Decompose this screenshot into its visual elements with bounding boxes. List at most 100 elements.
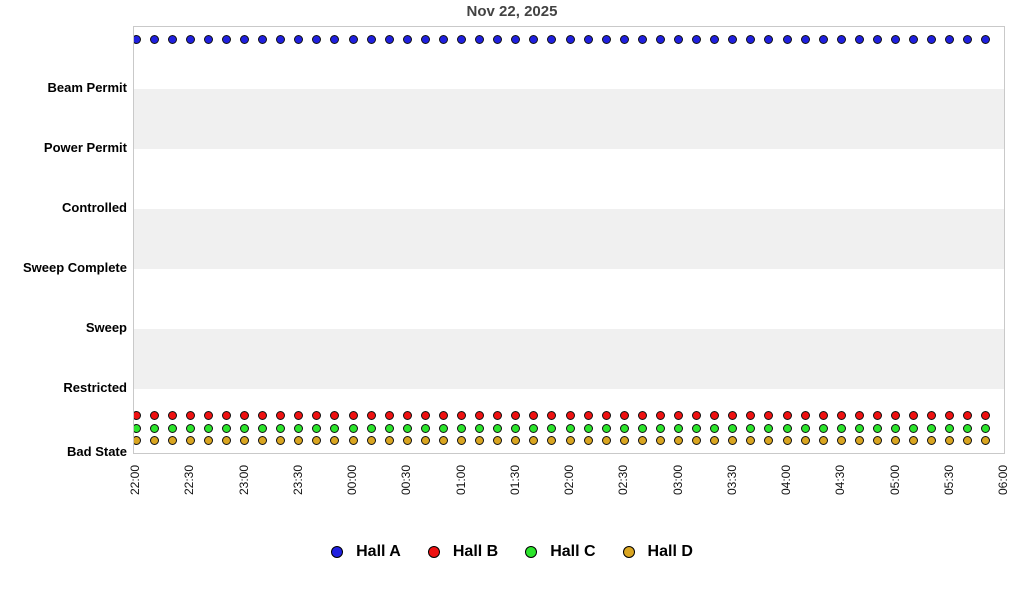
data-point-hall-c bbox=[800, 423, 810, 433]
data-point-hall-c bbox=[221, 423, 231, 433]
data-point-hall-b bbox=[818, 411, 828, 420]
data-point-hall-d bbox=[312, 436, 322, 445]
data-point-hall-c bbox=[457, 423, 466, 433]
data-point-hall-a bbox=[800, 34, 810, 44]
data-point-hall-d bbox=[203, 436, 213, 445]
data-point-hall-c bbox=[963, 423, 973, 433]
data-point-hall-b bbox=[312, 411, 322, 420]
y-axis-label: Controlled bbox=[62, 200, 127, 215]
data-point-hall-d bbox=[674, 436, 683, 445]
data-point-hall-c bbox=[981, 423, 991, 433]
data-point-hall-c bbox=[746, 423, 756, 433]
data-point-hall-a bbox=[619, 34, 629, 44]
x-axis-label: 05:30 bbox=[941, 464, 956, 496]
data-point-hall-a bbox=[420, 34, 430, 44]
data-point-hall-c bbox=[203, 423, 213, 433]
y-axis-label: Beam Permit bbox=[47, 80, 127, 95]
data-point-hall-d bbox=[836, 436, 846, 445]
x-axis-label: 04:30 bbox=[833, 464, 848, 496]
data-point-hall-a bbox=[529, 34, 539, 44]
data-point-hall-a bbox=[167, 34, 177, 44]
legend-item-hall-c: Hall C bbox=[525, 543, 596, 561]
data-point-hall-c bbox=[276, 423, 286, 433]
data-point-hall-a bbox=[836, 34, 846, 44]
data-point-hall-c bbox=[619, 423, 629, 433]
data-point-hall-b bbox=[746, 411, 756, 420]
data-point-hall-a bbox=[782, 34, 792, 44]
data-point-hall-d bbox=[583, 436, 593, 445]
data-point-hall-c bbox=[782, 423, 792, 433]
data-point-hall-d bbox=[800, 436, 810, 445]
data-point-hall-a bbox=[221, 34, 231, 44]
data-point-hall-d bbox=[384, 436, 394, 445]
data-point-hall-b bbox=[149, 411, 159, 420]
data-point-hall-d bbox=[511, 436, 521, 445]
data-point-hall-c bbox=[655, 423, 665, 433]
data-point-hall-b bbox=[692, 411, 702, 420]
data-point-hall-b bbox=[366, 411, 376, 420]
legend: Hall A Hall B Hall C Hall D bbox=[0, 543, 1024, 561]
data-point-hall-c bbox=[294, 423, 304, 433]
x-axis-label: 00:30 bbox=[399, 464, 414, 496]
data-point-hall-c bbox=[927, 423, 937, 433]
data-point-hall-a bbox=[764, 34, 774, 44]
data-point-hall-a bbox=[366, 34, 376, 44]
data-point-hall-d bbox=[746, 436, 756, 445]
data-point-hall-c bbox=[583, 423, 593, 433]
chart-title: Nov 22, 2025 bbox=[466, 3, 558, 20]
data-point-hall-a bbox=[565, 34, 575, 44]
plot-band bbox=[134, 89, 1004, 149]
data-point-hall-a bbox=[981, 34, 991, 44]
legend-marker-icon bbox=[427, 546, 440, 558]
data-point-hall-a bbox=[185, 34, 195, 44]
data-point-hall-c bbox=[149, 423, 159, 433]
data-point-hall-b bbox=[836, 411, 846, 420]
data-point-hall-d bbox=[185, 436, 195, 445]
data-point-hall-c bbox=[511, 423, 521, 433]
data-point-hall-b bbox=[221, 411, 231, 420]
data-point-hall-d bbox=[637, 436, 647, 445]
data-point-hall-c bbox=[330, 423, 340, 433]
data-point-hall-c bbox=[167, 423, 177, 433]
data-point-hall-c bbox=[891, 423, 900, 433]
data-point-hall-a bbox=[149, 34, 159, 44]
data-point-hall-b bbox=[565, 411, 575, 420]
data-point-hall-c bbox=[692, 423, 702, 433]
legend-label: Hall C bbox=[550, 543, 596, 560]
data-point-hall-a bbox=[330, 34, 340, 44]
y-axis-label: Restricted bbox=[63, 380, 127, 395]
data-point-hall-c bbox=[547, 423, 557, 433]
data-point-hall-c bbox=[637, 423, 647, 433]
data-point-hall-a bbox=[457, 34, 466, 44]
data-point-hall-c bbox=[872, 423, 882, 433]
data-point-hall-b bbox=[348, 411, 358, 420]
data-point-hall-d bbox=[782, 436, 792, 445]
data-point-hall-c bbox=[818, 423, 828, 433]
data-point-hall-a bbox=[203, 34, 213, 44]
data-point-hall-d bbox=[945, 436, 955, 445]
data-point-hall-b bbox=[655, 411, 665, 420]
data-point-hall-d bbox=[240, 436, 249, 445]
data-point-hall-c bbox=[764, 423, 774, 433]
data-point-hall-a bbox=[746, 34, 756, 44]
data-point-hall-a bbox=[475, 34, 485, 44]
x-axis-label: 02:00 bbox=[562, 464, 576, 496]
data-point-hall-d bbox=[565, 436, 575, 445]
data-point-hall-d bbox=[854, 436, 864, 445]
legend-marker-icon bbox=[622, 546, 635, 558]
data-point-hall-d bbox=[927, 436, 937, 445]
data-point-hall-d bbox=[438, 436, 448, 445]
data-point-hall-b bbox=[981, 411, 991, 420]
data-point-hall-c bbox=[366, 423, 376, 433]
data-point-hall-b bbox=[185, 411, 195, 420]
data-point-hall-d bbox=[457, 436, 466, 445]
data-point-hall-c bbox=[185, 423, 195, 433]
data-point-hall-d bbox=[981, 436, 991, 445]
legend-label: Hall B bbox=[452, 543, 499, 560]
data-point-hall-d bbox=[348, 436, 358, 445]
data-point-hall-b bbox=[457, 411, 466, 420]
x-axis-label: 05:00 bbox=[887, 464, 902, 496]
data-point-hall-d bbox=[258, 436, 268, 445]
data-point-hall-b bbox=[330, 411, 340, 420]
